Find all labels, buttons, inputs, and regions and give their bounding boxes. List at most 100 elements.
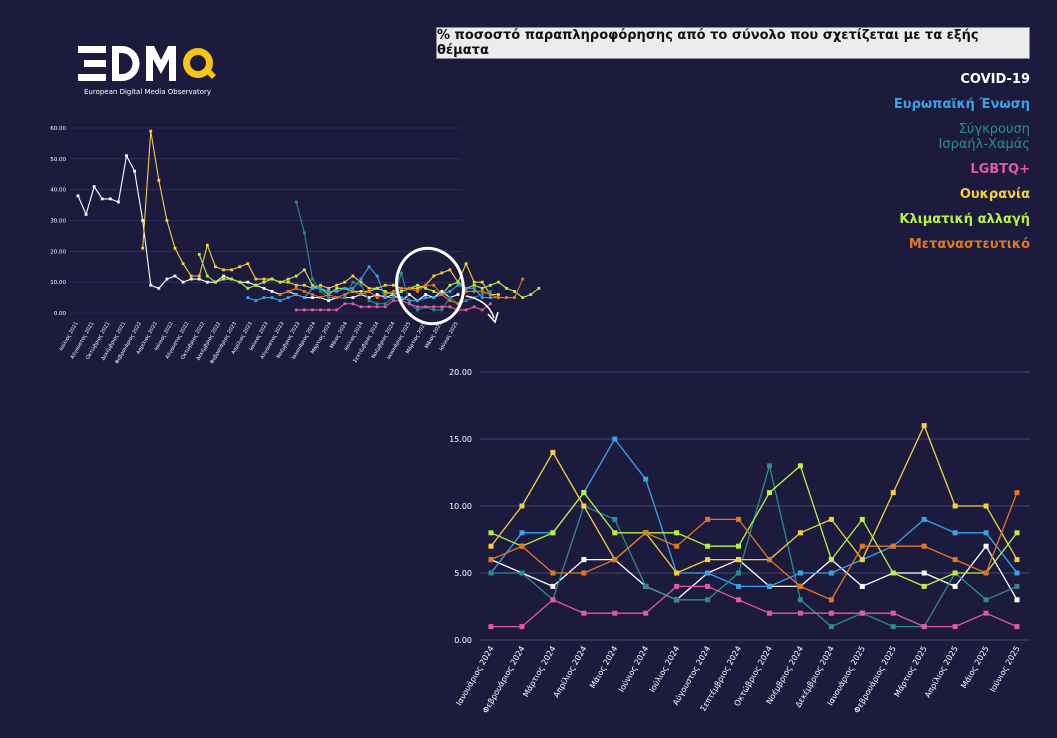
detail-point-lgbtq bbox=[890, 610, 896, 616]
overview-point-lgbtq bbox=[424, 305, 428, 309]
overview-y-tick: 60.00 bbox=[50, 126, 66, 132]
overview-point-migration bbox=[335, 296, 339, 299]
overview-point-ukraine bbox=[230, 268, 234, 272]
detail-point-migration bbox=[519, 543, 525, 549]
overview-point-ukraine bbox=[173, 246, 177, 250]
detail-point-climate bbox=[612, 530, 618, 536]
legend-item-israel-label: Σύγκρουση Ισραήλ-Χαμάς bbox=[938, 122, 1030, 152]
overview-y-tick: 20.00 bbox=[50, 249, 66, 255]
detail-point-eu bbox=[921, 516, 927, 522]
overview-point-lgbtq bbox=[311, 308, 314, 312]
overview-point-ukraine bbox=[246, 262, 250, 266]
detail-point-lgbtq bbox=[550, 597, 556, 603]
legend-item-israel: Σύγκρουση Ισραήλ-Χαμάς bbox=[790, 122, 1030, 152]
detail-point-israel bbox=[828, 624, 834, 630]
overview-point-covid bbox=[351, 296, 355, 299]
overview-point-climate bbox=[497, 280, 500, 284]
overview-point-covid bbox=[100, 197, 104, 201]
overview-point-climate bbox=[400, 290, 403, 293]
overview-point-covid bbox=[125, 154, 128, 158]
overview-point-ukraine bbox=[497, 293, 500, 296]
detail-y-tick: 15.00 bbox=[449, 435, 472, 444]
overview-point-eu bbox=[432, 296, 436, 299]
detail-point-ukraine bbox=[983, 503, 989, 509]
detail-point-eu bbox=[797, 570, 803, 576]
overview-point-lgbtq bbox=[335, 308, 339, 312]
detail-point-lgbtq bbox=[797, 610, 803, 616]
overview-point-climate bbox=[214, 280, 217, 284]
detail-point-eu bbox=[1014, 570, 1020, 576]
overview-point-migration bbox=[497, 296, 500, 299]
overview-point-ukraine bbox=[416, 286, 419, 290]
overview-point-covid bbox=[92, 185, 96, 188]
overview-point-ukraine bbox=[238, 265, 242, 269]
detail-point-ukraine bbox=[705, 557, 711, 563]
overview-point-migration bbox=[408, 286, 411, 290]
detail-point-covid bbox=[921, 570, 927, 576]
overview-point-israel bbox=[464, 299, 468, 303]
overview-point-covid bbox=[149, 283, 153, 287]
detail-point-migration bbox=[890, 543, 896, 549]
overview-point-covid bbox=[197, 277, 201, 281]
overview-point-migration bbox=[440, 293, 444, 296]
overview-series-line-ukraine bbox=[142, 130, 499, 296]
overview-point-migration bbox=[286, 290, 290, 293]
detail-point-ukraine bbox=[519, 503, 525, 509]
overview-point-lgbtq bbox=[319, 308, 322, 312]
overview-point-migration bbox=[278, 293, 282, 296]
overview-point-climate bbox=[311, 283, 314, 287]
overview-point-lgbtq bbox=[464, 308, 468, 312]
detail-point-ukraine bbox=[797, 530, 803, 536]
overview-point-migration bbox=[456, 302, 460, 306]
detail-point-migration bbox=[859, 543, 865, 549]
legend-item-eu: Ευρωπαϊκή Ένωση bbox=[893, 97, 1030, 112]
overview-point-migration bbox=[351, 290, 355, 293]
overview-point-climate bbox=[335, 286, 339, 290]
detail-point-ukraine bbox=[828, 516, 834, 522]
detail-point-eu bbox=[983, 530, 989, 536]
overview-point-ukraine bbox=[480, 280, 484, 284]
detail-point-israel bbox=[766, 463, 772, 469]
overview-point-lgbtq bbox=[343, 302, 347, 306]
detail-point-climate bbox=[766, 490, 772, 496]
detail-series-line-lgbtq bbox=[491, 585, 1018, 628]
overview-point-israel bbox=[400, 271, 403, 275]
detail-point-covid bbox=[550, 583, 556, 589]
overview-point-migration bbox=[513, 296, 516, 299]
overview-point-eu bbox=[367, 265, 371, 269]
overview-point-ukraine bbox=[141, 246, 145, 250]
overview-point-climate bbox=[302, 268, 306, 272]
detail-point-lgbtq bbox=[612, 610, 618, 616]
detail-point-migration bbox=[488, 557, 494, 563]
overview-point-migration bbox=[319, 296, 322, 299]
detail-point-climate bbox=[1014, 530, 1020, 536]
overview-point-eu bbox=[286, 296, 290, 299]
overview-point-ukraine bbox=[432, 274, 436, 278]
overview-point-migration bbox=[343, 293, 347, 296]
overview-point-ukraine bbox=[302, 283, 306, 287]
detail-point-lgbtq bbox=[519, 624, 525, 630]
overview-point-climate bbox=[488, 283, 492, 287]
detail-point-lgbtq bbox=[828, 610, 834, 616]
detail-x-tick: Απρίλιος 2024 bbox=[552, 645, 589, 700]
overview-point-israel bbox=[351, 280, 355, 284]
detail-y-tick: 0.00 bbox=[454, 636, 472, 645]
detail-point-israel bbox=[519, 570, 525, 576]
overview-point-climate bbox=[513, 290, 516, 293]
overview-point-lgbtq bbox=[416, 305, 419, 309]
detail-point-migration bbox=[736, 516, 742, 522]
detail-point-climate bbox=[890, 570, 896, 576]
detail-point-climate bbox=[736, 543, 742, 549]
legend-item-migration: Μεταναστευτικό bbox=[908, 237, 1030, 252]
overview-point-migration bbox=[383, 293, 387, 296]
overview-point-climate bbox=[294, 274, 298, 278]
overview-point-migration bbox=[464, 290, 468, 293]
overview-y-tick: 50.00 bbox=[50, 157, 66, 163]
detail-point-climate bbox=[952, 570, 958, 576]
detail-point-eu bbox=[766, 583, 772, 589]
overview-point-climate bbox=[383, 290, 387, 293]
detail-point-climate bbox=[488, 530, 494, 536]
detail-x-tick: Απρίλιος 2025 bbox=[923, 645, 960, 700]
detail-series-line-migration bbox=[490, 492, 1018, 601]
detail-point-ukraine bbox=[1014, 557, 1020, 563]
